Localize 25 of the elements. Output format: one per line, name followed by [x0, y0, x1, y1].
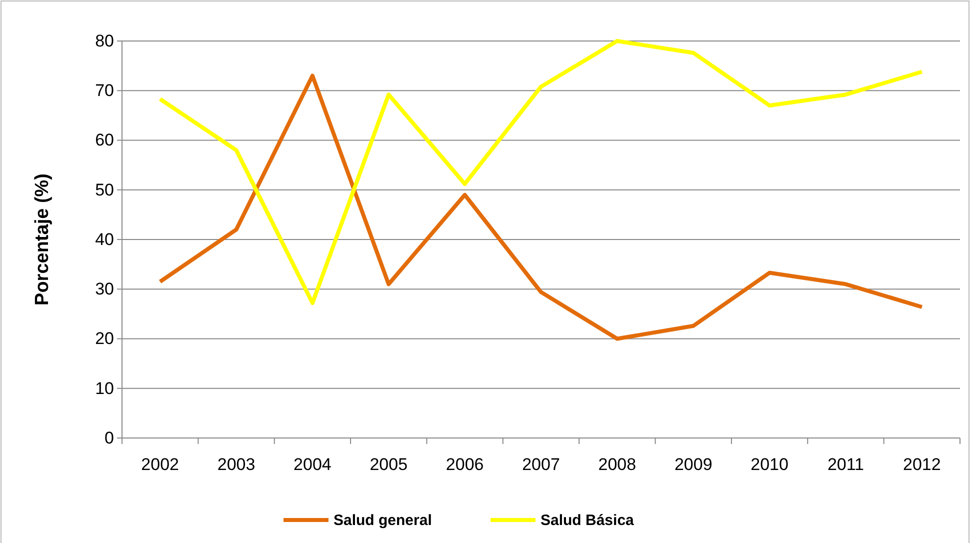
y-tick-label: 20: [95, 329, 114, 348]
y-tick-label: 0: [104, 428, 114, 448]
legend-label: Salud Básica: [540, 512, 635, 529]
x-tick-label: 2002: [141, 455, 180, 474]
y-tick-label: 30: [95, 280, 114, 299]
y-axis-title: Porcentaje (%): [32, 174, 53, 306]
line-series: [158, 39, 924, 306]
x-tick-label: 2009: [674, 455, 712, 474]
x-tick-label: 2007: [522, 455, 560, 474]
x-tick-label: 2005: [370, 455, 408, 474]
legend-label: Salud general: [334, 512, 432, 529]
y-tick-label: 50: [95, 180, 114, 200]
y-tick-label: 80: [95, 31, 114, 50]
y-tick-label: 40: [95, 230, 114, 249]
x-tick-label: 2012: [902, 455, 941, 474]
x-tick-label: 2004: [294, 455, 332, 474]
y-tick-label: 10: [95, 378, 114, 398]
x-tick-label: 2011: [827, 455, 864, 474]
line-series: [158, 74, 924, 341]
x-tick-label: 2006: [446, 455, 484, 474]
x-tick-label: 2010: [750, 455, 788, 474]
y-tick-label: 60: [95, 130, 114, 150]
x-tick-label: 2003: [217, 455, 256, 474]
x-tick-label: 2008: [598, 455, 636, 474]
y-tick-label: 70: [95, 81, 114, 100]
